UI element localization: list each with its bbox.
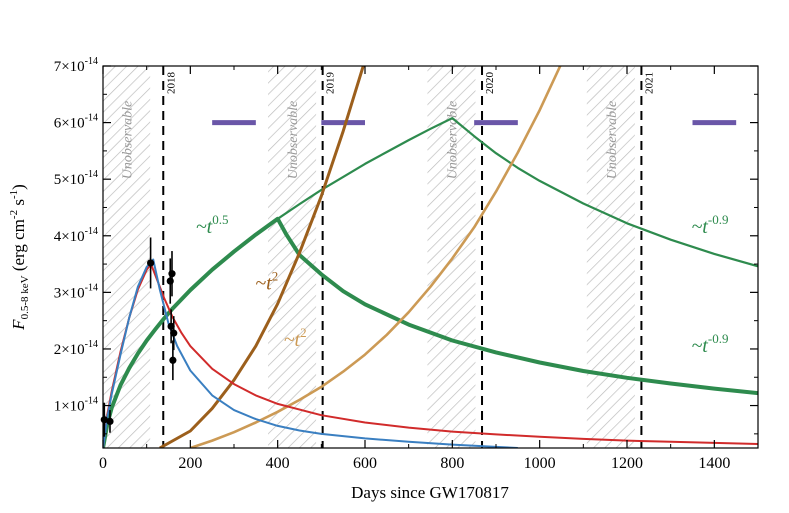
- power-law-annotation: ~t2: [284, 325, 307, 351]
- power-law-annotation: ~t-0.9: [691, 331, 728, 357]
- unobservable-window: [268, 66, 317, 448]
- y-tick-label: 3×10-14: [54, 282, 98, 301]
- x-tick-label: 0: [99, 455, 107, 472]
- x-tick-label: 600: [353, 455, 377, 472]
- unobservable-window: [586, 66, 635, 448]
- data-point: [170, 329, 178, 337]
- model-curves: [103, 66, 758, 448]
- unobservable-label: Unobservable: [605, 101, 620, 180]
- y-tick-label: 5×10-14: [54, 169, 98, 188]
- model-curve: [103, 216, 758, 448]
- unobservable-windows: Unobservable Unobservable Unobservable Unob…: [103, 66, 635, 448]
- model-curve: [159, 66, 365, 448]
- year-markers: 2018 2019 2020 2021: [162, 66, 655, 448]
- x-tick-label: 400: [266, 455, 290, 472]
- data-point: [106, 417, 114, 426]
- x-tick-label: 800: [440, 455, 464, 472]
- y-tick-label: 4×10-14: [54, 226, 98, 245]
- y-tick-label: 2×10-14: [54, 339, 98, 358]
- y-tick-label: 7×10-14: [54, 56, 98, 75]
- x-tick-label: 1000: [524, 455, 556, 472]
- model-curve: [103, 258, 518, 448]
- power-law-annotations: ~t0.5 ~t-0.9 ~t-0.9 ~t2 ~t2: [196, 212, 729, 357]
- axes: 0 200 400 600 800 1000 1200 1400 1×10-14 2×10-14 3…: [54, 56, 758, 472]
- unobservable-label: Unobservable: [445, 101, 460, 180]
- model-curve: [189, 66, 562, 448]
- x-tick-label: 200: [178, 455, 202, 472]
- power-law-annotation: ~t0.5: [196, 212, 229, 238]
- year-marker-label: 2019: [325, 72, 337, 95]
- year-marker-label: 2018: [165, 72, 177, 95]
- x-tick-label: 1400: [698, 455, 730, 472]
- power-law-annotation: ~t-0.9: [691, 212, 728, 238]
- y-tick-label: 6×10-14: [54, 113, 98, 132]
- y-tick-label: 1×10-14: [54, 396, 98, 415]
- unobservable-label: Unobservable: [121, 101, 136, 180]
- year-marker-label: 2020: [484, 72, 496, 95]
- data-point: [168, 270, 176, 278]
- power-law-annotation: ~t2: [255, 269, 278, 295]
- data-point: [146, 259, 155, 267]
- year-marker-label: 2021: [643, 72, 655, 94]
- x-tick-label: 1200: [611, 455, 643, 472]
- x-axis-label: Days since GW170817: [351, 483, 509, 502]
- unobservable-window: [103, 66, 151, 448]
- unobservable-label: Unobservable: [286, 101, 301, 180]
- data-point: [169, 356, 177, 364]
- data-point: [167, 322, 175, 330]
- y-axis-label: F0.5-8 keV (erg cm-2 s-1): [8, 184, 31, 331]
- plot-frame: [102, 65, 759, 449]
